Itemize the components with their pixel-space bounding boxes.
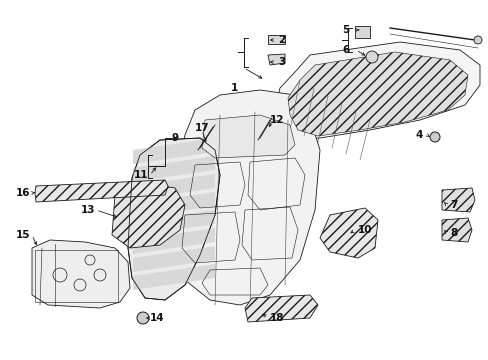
Polygon shape <box>133 264 215 290</box>
Polygon shape <box>441 188 474 212</box>
Circle shape <box>473 36 481 44</box>
Polygon shape <box>354 26 369 38</box>
Text: 18: 18 <box>269 313 284 323</box>
Polygon shape <box>133 246 215 272</box>
Polygon shape <box>112 182 184 248</box>
Text: 11: 11 <box>133 170 148 180</box>
Polygon shape <box>319 208 377 258</box>
Polygon shape <box>133 192 215 218</box>
Polygon shape <box>133 156 215 182</box>
Text: 14: 14 <box>150 313 164 323</box>
Polygon shape <box>441 218 471 242</box>
Text: 17: 17 <box>194 123 209 133</box>
Text: 7: 7 <box>449 200 456 210</box>
Polygon shape <box>133 228 215 254</box>
Text: 1: 1 <box>230 83 238 93</box>
Polygon shape <box>274 42 479 140</box>
Polygon shape <box>267 35 285 44</box>
Polygon shape <box>133 174 215 200</box>
Text: 10: 10 <box>357 225 372 235</box>
Polygon shape <box>172 90 319 305</box>
Circle shape <box>137 312 149 324</box>
Text: 3: 3 <box>278 57 285 67</box>
Text: 12: 12 <box>269 115 284 125</box>
Polygon shape <box>244 295 317 322</box>
Polygon shape <box>35 180 168 202</box>
Text: 4: 4 <box>414 130 422 140</box>
Polygon shape <box>287 52 467 136</box>
Circle shape <box>429 132 439 142</box>
Polygon shape <box>133 138 215 164</box>
Polygon shape <box>128 138 220 300</box>
Polygon shape <box>133 210 215 236</box>
Text: 9: 9 <box>171 133 178 143</box>
Text: 13: 13 <box>81 205 95 215</box>
Text: 15: 15 <box>16 230 30 240</box>
Circle shape <box>365 51 377 63</box>
Polygon shape <box>267 54 285 65</box>
Polygon shape <box>202 115 294 158</box>
Polygon shape <box>32 240 130 308</box>
Text: 2: 2 <box>278 35 285 45</box>
Text: 6: 6 <box>341 45 348 55</box>
Text: 16: 16 <box>16 188 30 198</box>
Text: 5: 5 <box>341 25 348 35</box>
Text: 8: 8 <box>449 228 456 238</box>
